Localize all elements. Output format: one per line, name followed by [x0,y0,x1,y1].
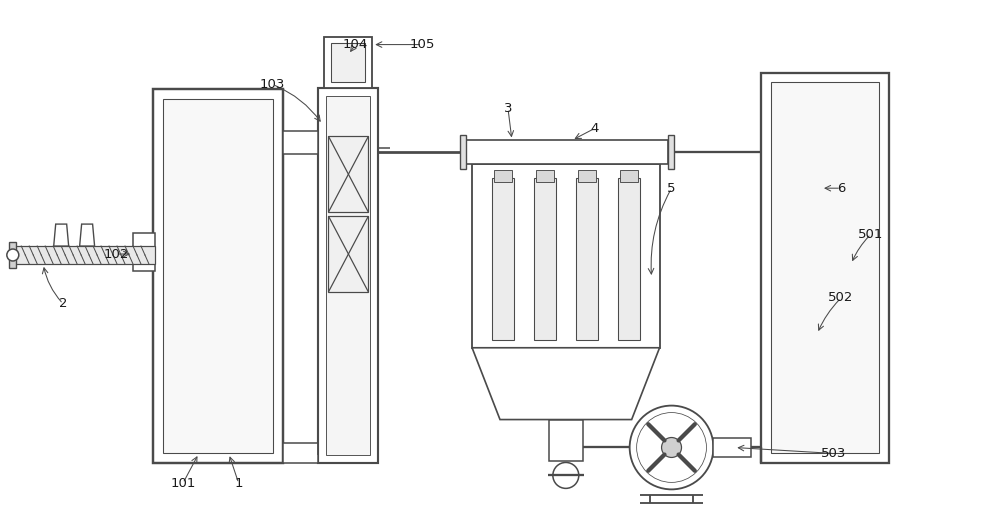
Bar [9,242,16,268]
Bar [761,73,889,463]
Bar [713,438,751,458]
Bar [492,178,514,340]
Bar [133,233,155,271]
Bar [464,140,668,164]
Text: 102: 102 [103,248,129,261]
Bar [536,170,554,182]
Bar [324,37,372,88]
Text: 103: 103 [260,78,285,91]
Bar [153,89,283,463]
Text: 501: 501 [858,228,884,240]
Polygon shape [54,224,69,246]
Bar [534,178,556,340]
Bar [576,178,598,340]
Polygon shape [472,348,660,420]
Bar [578,170,596,182]
Bar [163,100,273,454]
Text: 503: 503 [821,447,847,460]
Circle shape [7,249,19,261]
Circle shape [553,462,579,488]
Text: 105: 105 [410,38,435,51]
Text: 3: 3 [504,102,512,115]
Bar [318,88,378,463]
Bar [328,136,368,212]
Text: 502: 502 [828,292,854,304]
Circle shape [662,438,682,458]
Text: 4: 4 [591,122,599,135]
Circle shape [637,413,706,482]
Bar [668,135,674,169]
Bar [328,216,368,292]
Bar [14,246,155,264]
Text: 104: 104 [343,38,368,51]
Text: 1: 1 [234,477,243,490]
Bar [460,135,466,169]
Bar [494,170,512,182]
Polygon shape [80,224,95,246]
Bar [326,96,370,456]
Bar [549,420,583,461]
Bar [283,132,318,154]
Bar [618,178,640,340]
Circle shape [630,406,713,489]
Bar [472,164,660,348]
Bar [283,443,318,463]
Text: 101: 101 [170,477,196,490]
Bar [771,83,879,454]
Text: 5: 5 [667,182,676,195]
Text: 2: 2 [59,297,67,311]
Bar [331,43,365,83]
Text: 6: 6 [837,182,845,195]
Bar [620,170,638,182]
